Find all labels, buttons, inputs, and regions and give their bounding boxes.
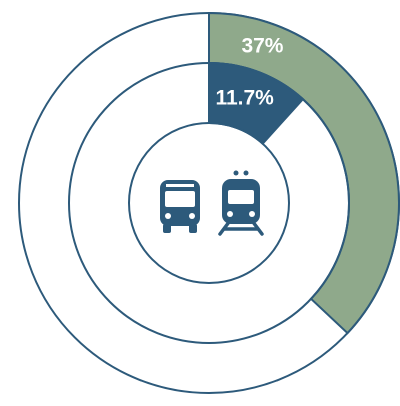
bus-icon <box>160 180 200 233</box>
train-icon <box>218 170 264 236</box>
inner-ring <box>128 122 290 284</box>
value-label: 37% <box>241 34 283 57</box>
value-label: 11.7% <box>215 86 274 109</box>
middle-ring <box>68 62 350 344</box>
